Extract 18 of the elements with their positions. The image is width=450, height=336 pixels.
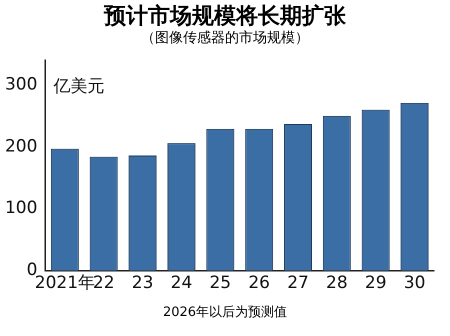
chart-subtitle: （图像传感器的市场规模）	[140, 30, 310, 47]
chart-title: 预计市场规模将长期扩张	[102, 2, 347, 30]
x-tick-label: 24	[170, 273, 192, 294]
x-tick-label: 2021年	[34, 273, 96, 294]
x-tick-label: 27	[287, 273, 309, 294]
y-tick-label: 200	[4, 136, 38, 156]
x-tick-label: 29	[364, 273, 387, 294]
x-tick-label: 22	[92, 273, 115, 294]
x-tick-label: 25	[209, 273, 232, 294]
y-tick-label: 100	[4, 198, 38, 218]
x-tick-label: 30	[404, 273, 426, 294]
x-tick-label: 23	[132, 273, 154, 294]
x-tick-label: 26	[248, 273, 270, 294]
y-axis-title: 亿美元	[52, 76, 104, 96]
x-tick-label: 28	[326, 273, 348, 294]
y-tick-label: 0	[26, 260, 38, 280]
y-tick-label: 300	[4, 74, 38, 94]
text: 2026年以后为预测值	[162, 304, 288, 321]
